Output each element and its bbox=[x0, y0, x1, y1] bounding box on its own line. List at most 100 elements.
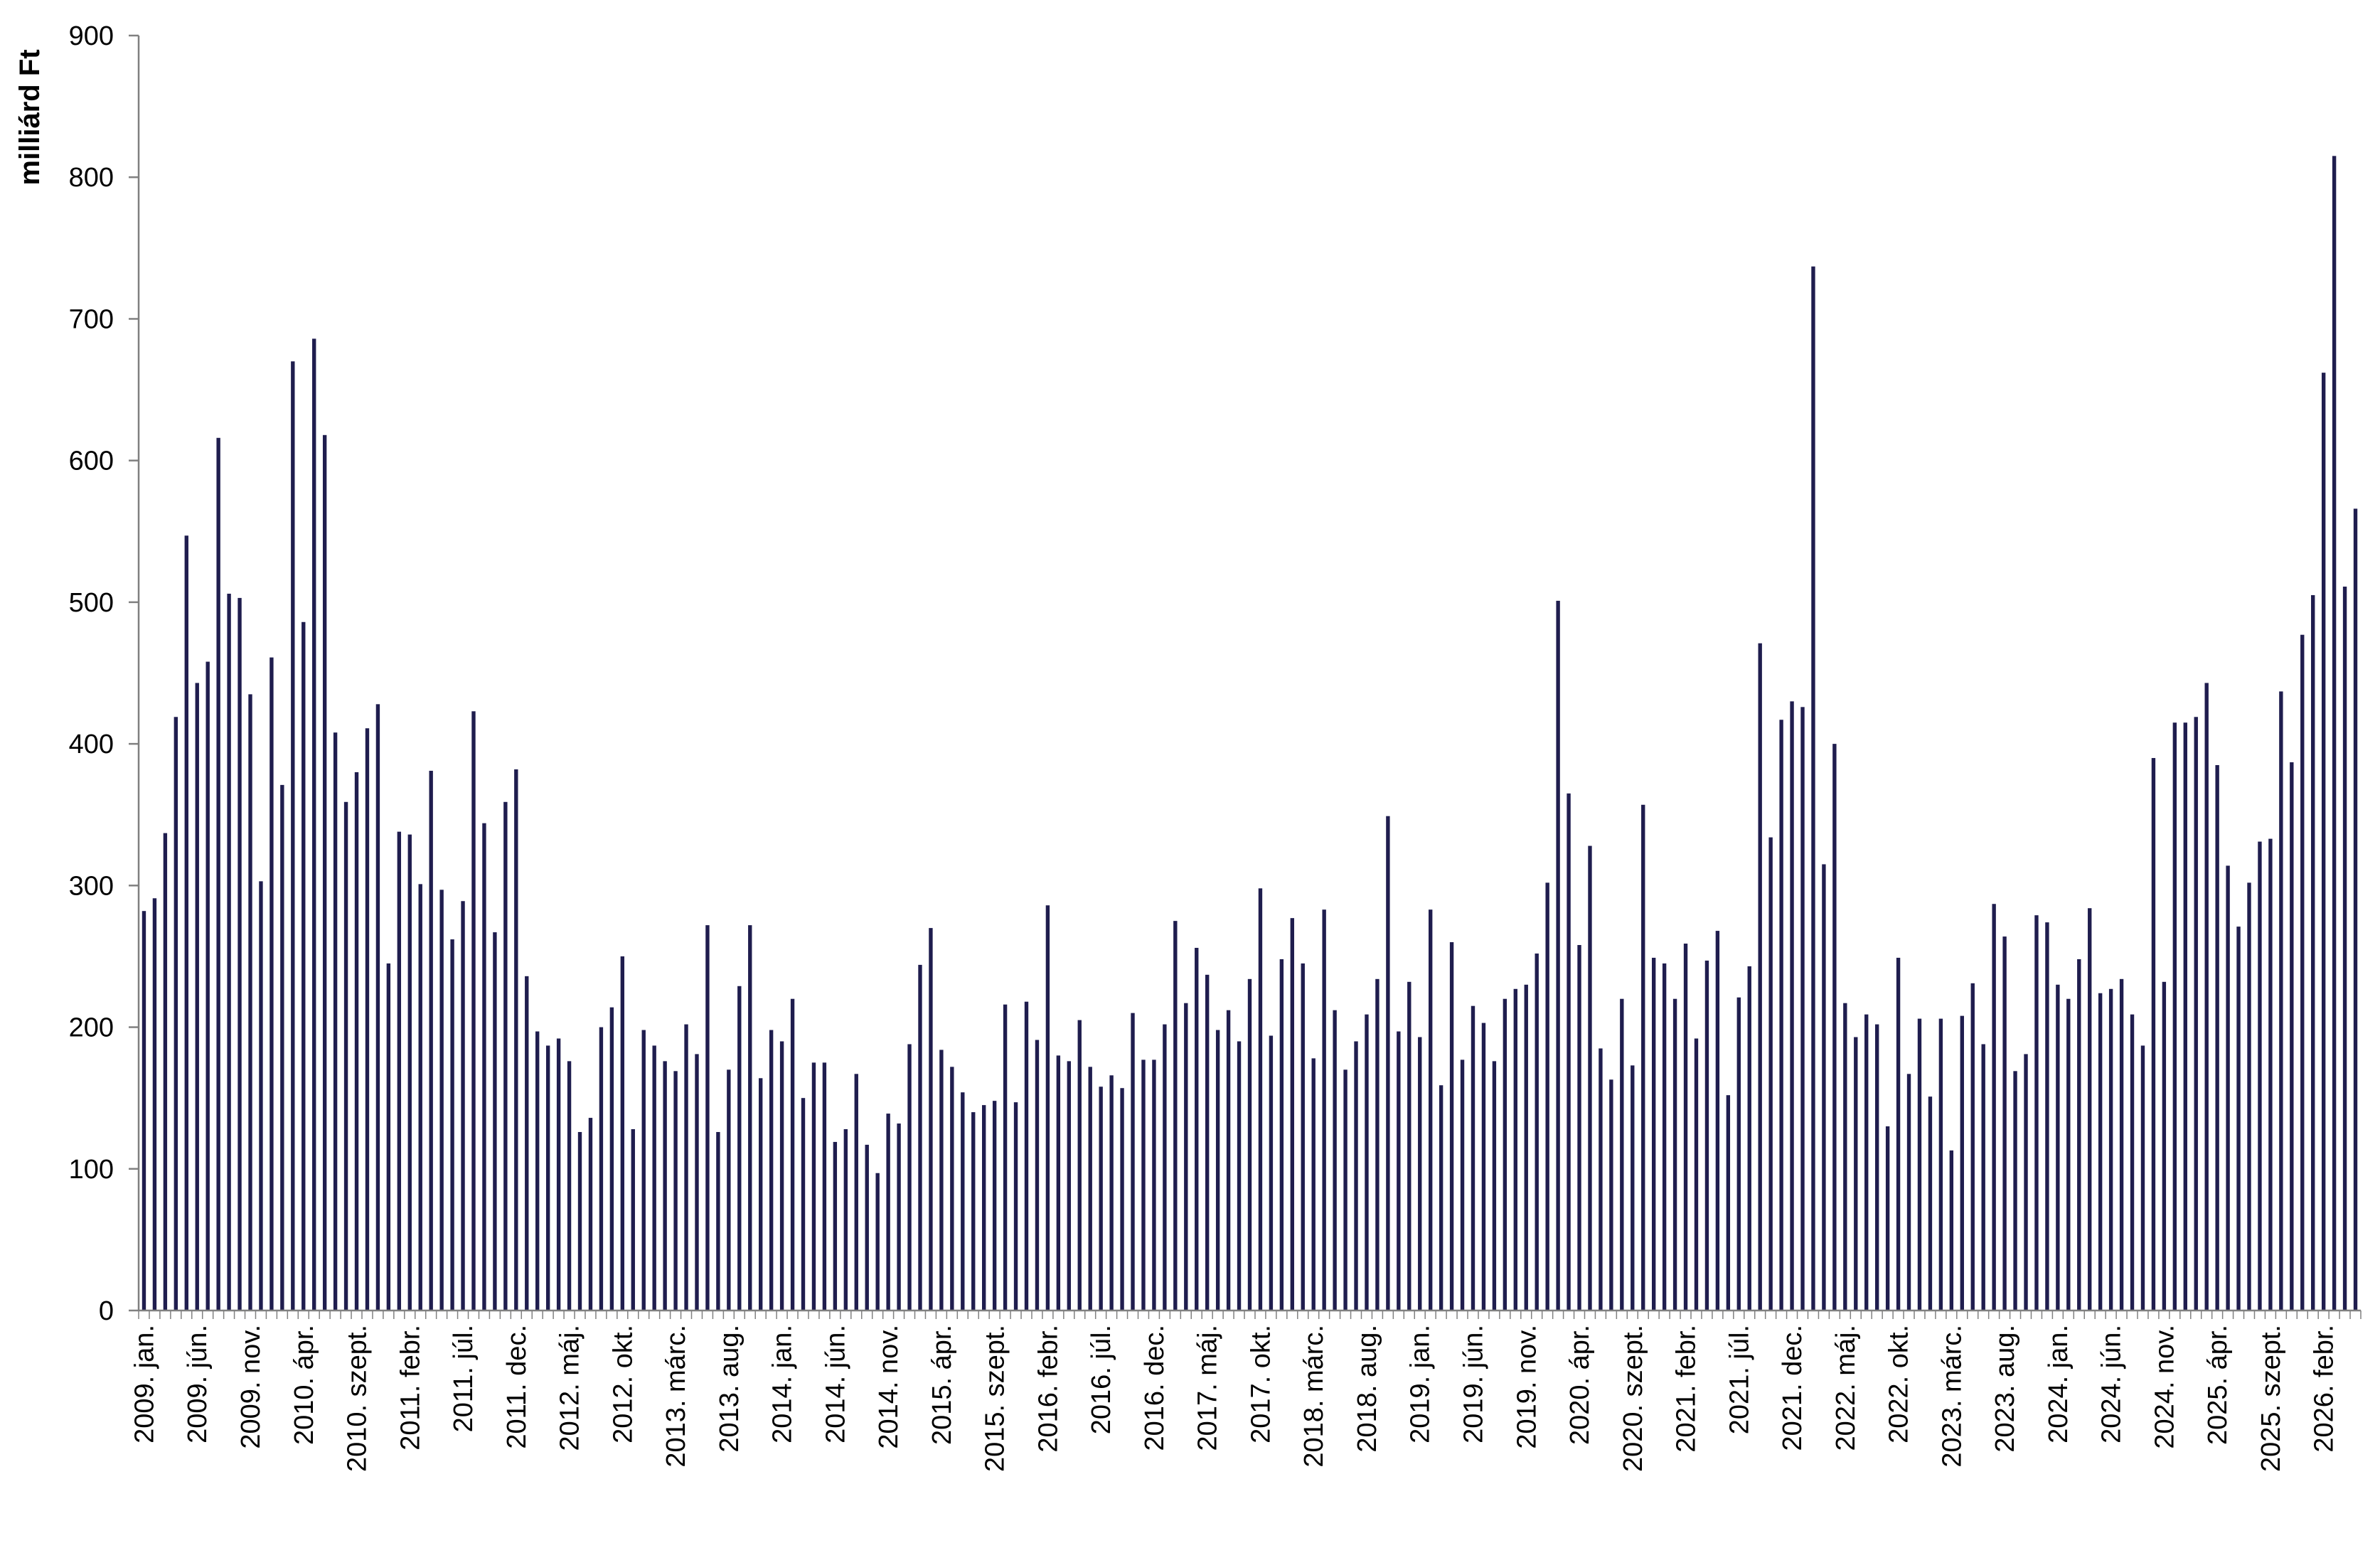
bar bbox=[1599, 1048, 1603, 1311]
bar bbox=[439, 890, 444, 1311]
bar bbox=[588, 1118, 593, 1311]
bar bbox=[1992, 904, 1996, 1311]
bar bbox=[2119, 978, 2124, 1311]
bar bbox=[1184, 1003, 1188, 1311]
bar bbox=[1800, 707, 1805, 1311]
bar bbox=[312, 338, 316, 1311]
bar bbox=[216, 437, 220, 1311]
bar bbox=[503, 801, 508, 1311]
bar bbox=[525, 976, 529, 1311]
bar bbox=[1683, 944, 1688, 1311]
bar bbox=[2034, 915, 2039, 1311]
bar bbox=[727, 1069, 731, 1311]
bar bbox=[631, 1129, 635, 1311]
x-tick-label: 2011. dec. bbox=[502, 1325, 532, 1449]
x-tick-label: 2018. aug. bbox=[1352, 1325, 1382, 1453]
bar bbox=[1354, 1041, 1358, 1311]
bar bbox=[270, 657, 274, 1311]
bar bbox=[418, 884, 422, 1311]
bar bbox=[227, 593, 231, 1311]
bar bbox=[333, 732, 338, 1311]
x-tick-label: 2018. márc. bbox=[1299, 1325, 1329, 1468]
bar bbox=[1609, 1079, 1613, 1311]
bar bbox=[1779, 720, 1783, 1311]
x-tick-label: 2012. okt. bbox=[608, 1325, 638, 1443]
bar bbox=[535, 1031, 540, 1311]
bar bbox=[1247, 978, 1252, 1311]
x-tick-label: 2020. szept. bbox=[1618, 1325, 1648, 1472]
bar bbox=[1790, 701, 1794, 1311]
bar bbox=[609, 1007, 614, 1311]
bar bbox=[705, 925, 710, 1311]
y-tick-label: 600 bbox=[69, 447, 114, 476]
bar bbox=[1375, 978, 1380, 1311]
bar bbox=[365, 728, 370, 1311]
bar bbox=[1152, 1059, 1156, 1311]
bar bbox=[174, 717, 178, 1311]
bar bbox=[822, 1062, 827, 1311]
bar bbox=[1471, 1005, 1476, 1311]
bar bbox=[301, 621, 306, 1311]
bar bbox=[1322, 909, 1326, 1311]
bar bbox=[1811, 266, 1815, 1311]
bar bbox=[1067, 1061, 1071, 1311]
bar bbox=[1205, 974, 1210, 1311]
bar bbox=[2130, 1014, 2135, 1311]
bar bbox=[1173, 921, 1178, 1311]
bar bbox=[1832, 744, 1837, 1311]
bar bbox=[865, 1144, 869, 1311]
bar bbox=[1056, 1055, 1061, 1311]
bar bbox=[1449, 942, 1454, 1311]
x-tick-label: 2019. jan. bbox=[1406, 1325, 1436, 1443]
bar bbox=[1333, 1010, 1337, 1311]
bar bbox=[1226, 1010, 1231, 1311]
bar bbox=[206, 661, 210, 1311]
bar bbox=[493, 932, 497, 1311]
bar bbox=[1481, 1023, 1486, 1311]
bar bbox=[992, 1101, 997, 1311]
bar bbox=[1970, 983, 1975, 1311]
y-tick-label: 400 bbox=[69, 730, 114, 759]
bar bbox=[1365, 1014, 1369, 1311]
y-tick-label: 900 bbox=[69, 21, 114, 51]
bar bbox=[577, 1131, 582, 1311]
bar bbox=[759, 1078, 763, 1311]
x-tick-label: 2009. jan. bbox=[129, 1325, 159, 1443]
bar bbox=[1141, 1059, 1146, 1311]
bar bbox=[1694, 1038, 1699, 1311]
bar bbox=[1301, 963, 1305, 1311]
bar bbox=[238, 597, 242, 1311]
x-tick-label: 2024. jan. bbox=[2044, 1325, 2074, 1443]
x-tick-label: 2009. jún. bbox=[183, 1325, 213, 1443]
bar bbox=[1258, 888, 1263, 1311]
bar bbox=[1524, 984, 1528, 1311]
x-tick-label: 2021. dec. bbox=[1778, 1325, 1808, 1451]
bar bbox=[407, 834, 412, 1311]
x-tick-label: 2025. ápr. bbox=[2203, 1325, 2233, 1445]
bar bbox=[1418, 1037, 1422, 1311]
x-tick-label: 2010. szept. bbox=[343, 1325, 373, 1472]
bar bbox=[620, 956, 625, 1311]
bar bbox=[790, 998, 795, 1311]
x-tick-label: 2010. ápr. bbox=[289, 1325, 319, 1445]
bar bbox=[2172, 722, 2177, 1311]
x-tick-label: 2015. ápr. bbox=[927, 1325, 957, 1445]
x-tick-label: 2017. okt. bbox=[1246, 1325, 1276, 1443]
bar bbox=[2226, 865, 2230, 1311]
bar bbox=[1279, 959, 1284, 1311]
bar bbox=[2002, 936, 2007, 1311]
bar bbox=[897, 1123, 901, 1311]
bar bbox=[982, 1105, 986, 1311]
bar bbox=[950, 1067, 954, 1311]
bar bbox=[641, 1030, 646, 1311]
bar bbox=[779, 1041, 784, 1311]
bar bbox=[1003, 1004, 1008, 1311]
bar bbox=[2290, 762, 2294, 1311]
bar bbox=[1195, 947, 1199, 1311]
bar bbox=[1906, 1074, 1911, 1311]
bar bbox=[354, 772, 359, 1311]
y-tick-label: 700 bbox=[69, 304, 114, 334]
y-tick-label: 300 bbox=[69, 871, 114, 901]
bar bbox=[2342, 586, 2347, 1311]
